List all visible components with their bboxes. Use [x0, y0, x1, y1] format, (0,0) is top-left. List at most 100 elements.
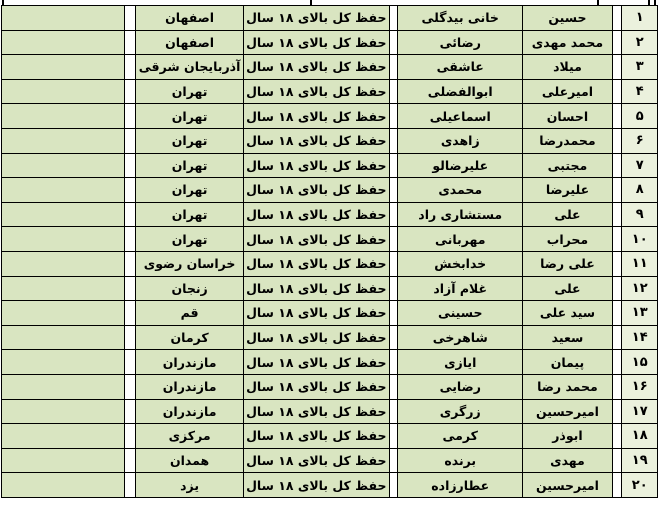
- cell-row-number[interactable]: ۱۶: [621, 373, 658, 400]
- cell-last-name[interactable]: خدابخش: [397, 250, 524, 277]
- cell-last-name[interactable]: رضائی: [397, 29, 524, 56]
- cell-province[interactable]: تهران: [135, 177, 245, 203]
- cell-province[interactable]: زنجان: [135, 275, 245, 302]
- cell-empty[interactable]: [0, 78, 126, 105]
- cell-province[interactable]: کرمان: [135, 324, 245, 351]
- cell-category[interactable]: حفظ کل بالای ۱۸ سال: [243, 472, 390, 498]
- cell-province[interactable]: تهران: [135, 78, 245, 105]
- cell-last-name[interactable]: برنده: [397, 447, 524, 474]
- cell-last-name[interactable]: غلام آزاد: [397, 275, 524, 302]
- cell-first-name[interactable]: محمد رضا: [522, 373, 613, 400]
- cell-empty[interactable]: [0, 226, 126, 252]
- cell-category[interactable]: حفظ کل بالای ۱۸ سال: [243, 152, 390, 179]
- cell-empty[interactable]: [0, 127, 126, 154]
- cell-province[interactable]: اصفهان: [135, 29, 245, 56]
- cell-last-name[interactable]: مهربانی: [397, 226, 524, 252]
- cell-first-name[interactable]: علیرضا: [522, 177, 613, 203]
- cell-row-number[interactable]: ۵: [621, 103, 658, 129]
- cell-last-name[interactable]: رضایی: [397, 373, 524, 400]
- cell-category[interactable]: حفظ کل بالای ۱۸ سال: [243, 201, 390, 228]
- cell-empty[interactable]: [0, 300, 126, 326]
- cell-last-name[interactable]: علیرضالو: [397, 152, 524, 179]
- cell-first-name[interactable]: محمد مهدی: [522, 29, 613, 56]
- cell-first-name[interactable]: میلاد: [522, 54, 613, 80]
- cell-first-name[interactable]: مجتبی: [522, 152, 613, 179]
- cell-row-number[interactable]: ۲۰: [621, 472, 658, 498]
- cell-last-name[interactable]: کرمی: [397, 423, 524, 449]
- cell-first-name[interactable]: مهدی: [522, 447, 613, 474]
- cell-province[interactable]: مازندران: [135, 349, 245, 375]
- cell-empty[interactable]: [0, 349, 126, 375]
- cell-first-name[interactable]: محمدرضا: [522, 127, 613, 154]
- cell-province[interactable]: مازندران: [135, 398, 245, 425]
- cell-row-number[interactable]: ۴: [621, 78, 658, 105]
- cell-last-name[interactable]: ابوالفضلی: [397, 78, 524, 105]
- cell-category[interactable]: حفظ کل بالای ۱۸ سال: [243, 250, 390, 277]
- cell-empty[interactable]: [0, 423, 126, 449]
- cell-first-name[interactable]: علی رضا: [522, 250, 613, 277]
- cell-last-name[interactable]: زرگری: [397, 398, 524, 425]
- cell-category[interactable]: حفظ کل بالای ۱۸ سال: [243, 54, 390, 80]
- cell-row-number[interactable]: ۲: [621, 29, 658, 56]
- cell-first-name[interactable]: سعید: [522, 324, 613, 351]
- cell-last-name[interactable]: عاشقی: [397, 54, 524, 80]
- cell-first-name[interactable]: ابوذر: [522, 423, 613, 449]
- cell-last-name[interactable]: حسینی: [397, 300, 524, 326]
- cell-empty[interactable]: [0, 447, 126, 474]
- cell-empty[interactable]: [0, 373, 126, 400]
- cell-category[interactable]: حفظ کل بالای ۱۸ سال: [243, 275, 390, 302]
- cell-row-number[interactable]: ۱۷: [621, 398, 658, 425]
- cell-first-name[interactable]: سید علی: [522, 300, 613, 326]
- cell-province[interactable]: آذربایجان شرقی: [135, 54, 245, 80]
- cell-empty[interactable]: [0, 275, 126, 302]
- cell-empty[interactable]: [0, 201, 126, 228]
- cell-first-name[interactable]: امیرحسین: [522, 472, 613, 498]
- cell-category[interactable]: حفظ کل بالای ۱۸ سال: [243, 127, 390, 154]
- cell-last-name[interactable]: اسماعیلی: [397, 103, 524, 129]
- cell-first-name[interactable]: احسان: [522, 103, 613, 129]
- cell-first-name[interactable]: حسین: [522, 5, 613, 31]
- cell-last-name[interactable]: ایازی: [397, 349, 524, 375]
- cell-category[interactable]: حفظ کل بالای ۱۸ سال: [243, 78, 390, 105]
- cell-category[interactable]: حفظ کل بالای ۱۸ سال: [243, 373, 390, 400]
- cell-last-name[interactable]: شاهرخی: [397, 324, 524, 351]
- cell-first-name[interactable]: امیرعلی: [522, 78, 613, 105]
- cell-row-number[interactable]: ۱۵: [621, 349, 658, 375]
- cell-category[interactable]: حفظ کل بالای ۱۸ سال: [243, 5, 390, 31]
- cell-empty[interactable]: [0, 324, 126, 351]
- cell-empty[interactable]: [0, 398, 126, 425]
- cell-row-number[interactable]: ۱۹: [621, 447, 658, 474]
- cell-row-number[interactable]: ۳: [621, 54, 658, 80]
- cell-empty[interactable]: [0, 103, 126, 129]
- cell-category[interactable]: حفظ کل بالای ۱۸ سال: [243, 398, 390, 425]
- cell-empty[interactable]: [0, 250, 126, 277]
- cell-province[interactable]: مازندران: [135, 373, 245, 400]
- cell-province[interactable]: تهران: [135, 152, 245, 179]
- cell-row-number[interactable]: ۱۰: [621, 226, 658, 252]
- cell-province[interactable]: تهران: [135, 103, 245, 129]
- cell-last-name[interactable]: محمدی: [397, 177, 524, 203]
- cell-category[interactable]: حفظ کل بالای ۱۸ سال: [243, 447, 390, 474]
- cell-row-number[interactable]: ۱: [621, 5, 658, 31]
- cell-province[interactable]: همدان: [135, 447, 245, 474]
- cell-empty[interactable]: [0, 54, 126, 80]
- cell-row-number[interactable]: ۸: [621, 177, 658, 203]
- cell-empty[interactable]: [0, 472, 126, 498]
- cell-first-name[interactable]: پیمان: [522, 349, 613, 375]
- cell-row-number[interactable]: ۱۳: [621, 300, 658, 326]
- cell-province[interactable]: یزد: [135, 472, 245, 498]
- cell-last-name[interactable]: عطارزاده: [397, 472, 524, 498]
- cell-category[interactable]: حفظ کل بالای ۱۸ سال: [243, 349, 390, 375]
- cell-row-number[interactable]: ۷: [621, 152, 658, 179]
- cell-category[interactable]: حفظ کل بالای ۱۸ سال: [243, 324, 390, 351]
- cell-first-name[interactable]: علی: [522, 201, 613, 228]
- cell-last-name[interactable]: زاهدی: [397, 127, 524, 154]
- cell-row-number[interactable]: ۱۲: [621, 275, 658, 302]
- cell-last-name[interactable]: خانی بیدگلی: [397, 5, 524, 31]
- cell-empty[interactable]: [0, 5, 126, 31]
- cell-province[interactable]: خراسان رضوی: [135, 250, 245, 277]
- cell-first-name[interactable]: علی: [522, 275, 613, 302]
- cell-last-name[interactable]: مستشاری راد: [397, 201, 524, 228]
- cell-category[interactable]: حفظ کل بالای ۱۸ سال: [243, 103, 390, 129]
- cell-province[interactable]: تهران: [135, 226, 245, 252]
